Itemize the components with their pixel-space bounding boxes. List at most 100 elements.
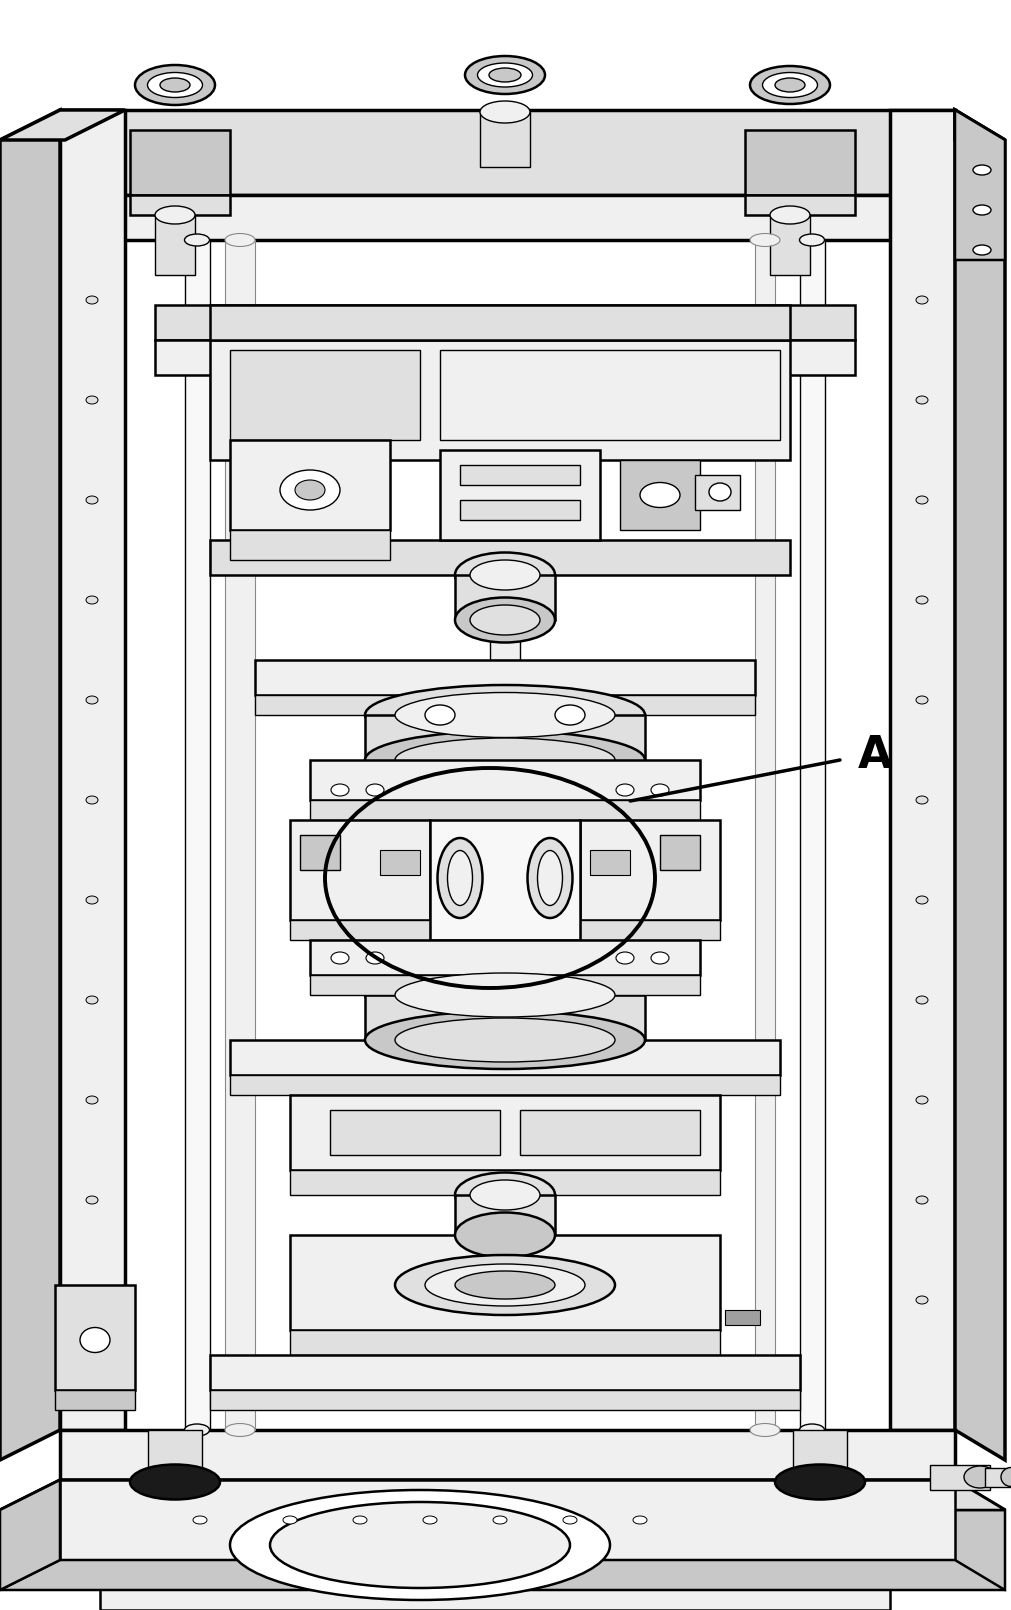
Ellipse shape xyxy=(455,1270,555,1299)
Ellipse shape xyxy=(366,952,384,964)
Polygon shape xyxy=(60,109,125,1430)
Ellipse shape xyxy=(425,705,455,724)
Polygon shape xyxy=(210,1389,800,1410)
Polygon shape xyxy=(890,109,955,1430)
Polygon shape xyxy=(890,1510,1005,1591)
Ellipse shape xyxy=(470,560,540,589)
Polygon shape xyxy=(255,660,755,696)
Polygon shape xyxy=(520,1109,700,1154)
Ellipse shape xyxy=(155,206,195,224)
Ellipse shape xyxy=(493,1517,507,1525)
Ellipse shape xyxy=(448,850,472,905)
Ellipse shape xyxy=(283,1517,297,1525)
Ellipse shape xyxy=(86,696,98,704)
Polygon shape xyxy=(55,1285,135,1389)
Ellipse shape xyxy=(135,64,215,105)
Polygon shape xyxy=(745,195,855,216)
Ellipse shape xyxy=(651,952,669,964)
Polygon shape xyxy=(130,195,229,216)
Ellipse shape xyxy=(270,1502,570,1587)
Ellipse shape xyxy=(455,597,555,642)
Ellipse shape xyxy=(916,296,928,304)
Polygon shape xyxy=(155,216,195,275)
Ellipse shape xyxy=(709,483,731,501)
Polygon shape xyxy=(255,696,755,715)
Ellipse shape xyxy=(395,972,615,1018)
Ellipse shape xyxy=(80,1328,110,1352)
Ellipse shape xyxy=(86,795,98,803)
Polygon shape xyxy=(590,850,630,874)
Polygon shape xyxy=(455,575,555,620)
Ellipse shape xyxy=(365,731,645,789)
Ellipse shape xyxy=(538,850,562,905)
Ellipse shape xyxy=(916,396,928,404)
Polygon shape xyxy=(770,216,810,275)
Ellipse shape xyxy=(395,692,615,737)
Ellipse shape xyxy=(86,396,98,404)
Polygon shape xyxy=(210,539,790,575)
Ellipse shape xyxy=(395,1018,615,1063)
Ellipse shape xyxy=(353,1517,367,1525)
Polygon shape xyxy=(0,1560,1005,1591)
Polygon shape xyxy=(229,440,390,530)
Polygon shape xyxy=(155,304,855,340)
Ellipse shape xyxy=(477,63,533,87)
Polygon shape xyxy=(955,109,1005,1460)
Ellipse shape xyxy=(395,737,615,782)
Ellipse shape xyxy=(800,1423,825,1436)
Ellipse shape xyxy=(555,705,585,724)
Polygon shape xyxy=(229,530,390,560)
Ellipse shape xyxy=(423,1517,437,1525)
Polygon shape xyxy=(290,1330,720,1356)
Ellipse shape xyxy=(470,605,540,634)
Polygon shape xyxy=(440,451,600,539)
Polygon shape xyxy=(290,1095,720,1170)
Ellipse shape xyxy=(916,596,928,604)
Polygon shape xyxy=(745,130,855,195)
Polygon shape xyxy=(793,1430,847,1481)
Polygon shape xyxy=(310,800,700,819)
Polygon shape xyxy=(210,340,790,460)
Ellipse shape xyxy=(331,952,349,964)
Ellipse shape xyxy=(86,596,98,604)
Polygon shape xyxy=(930,1465,990,1489)
Polygon shape xyxy=(210,1356,800,1389)
Ellipse shape xyxy=(86,1096,98,1104)
Polygon shape xyxy=(310,940,700,976)
Polygon shape xyxy=(800,240,825,1430)
Polygon shape xyxy=(380,850,420,874)
Ellipse shape xyxy=(616,952,634,964)
Ellipse shape xyxy=(455,1212,555,1257)
Ellipse shape xyxy=(229,1489,610,1600)
Ellipse shape xyxy=(750,233,780,246)
Ellipse shape xyxy=(295,480,325,501)
Polygon shape xyxy=(148,1430,202,1481)
Polygon shape xyxy=(229,1040,780,1075)
Ellipse shape xyxy=(455,1172,555,1217)
Ellipse shape xyxy=(86,1296,98,1304)
Polygon shape xyxy=(229,349,420,440)
Polygon shape xyxy=(60,1430,955,1480)
Polygon shape xyxy=(985,1468,1011,1488)
Ellipse shape xyxy=(366,784,384,795)
Polygon shape xyxy=(580,919,720,940)
Ellipse shape xyxy=(438,837,482,918)
Ellipse shape xyxy=(465,56,545,93)
Polygon shape xyxy=(100,1560,890,1610)
Ellipse shape xyxy=(916,1296,928,1304)
Ellipse shape xyxy=(750,66,830,105)
Ellipse shape xyxy=(916,795,928,803)
Ellipse shape xyxy=(160,77,190,92)
Ellipse shape xyxy=(365,1011,645,1069)
Ellipse shape xyxy=(762,72,818,98)
Ellipse shape xyxy=(148,72,202,98)
Ellipse shape xyxy=(528,837,572,918)
Ellipse shape xyxy=(640,483,680,507)
Polygon shape xyxy=(0,1480,1005,1510)
Polygon shape xyxy=(695,475,740,510)
Polygon shape xyxy=(300,836,340,869)
Polygon shape xyxy=(0,109,60,1460)
Ellipse shape xyxy=(365,966,645,1024)
Polygon shape xyxy=(310,976,700,995)
Polygon shape xyxy=(330,1109,500,1154)
